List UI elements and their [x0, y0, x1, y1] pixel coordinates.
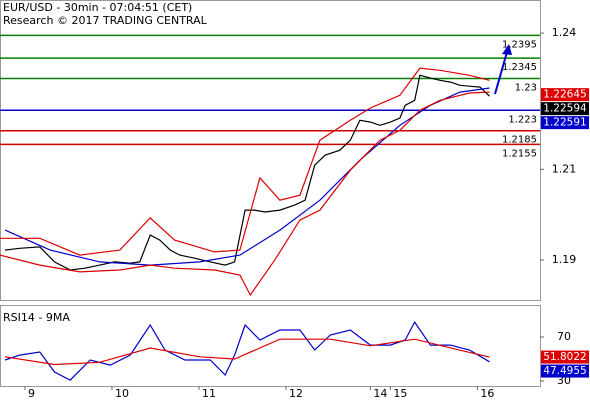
series-line — [4, 74, 490, 271]
x-tick-label: 15 — [393, 387, 407, 400]
rsi-title: RSI14 - 9MA — [3, 311, 70, 324]
level-label: 1.23 — [515, 83, 537, 94]
price-box-label: 1.22594 — [543, 103, 587, 115]
price-panel — [0, 0, 541, 301]
forecast-arrow — [494, 51, 508, 95]
x-tick-label: 10 — [115, 387, 129, 400]
y-tick-label: 1.24 — [552, 26, 577, 39]
x-tick-label: 9 — [28, 387, 35, 400]
series-line — [4, 320, 490, 381]
price-box — [541, 102, 589, 116]
x-tick-label: 12 — [289, 387, 303, 400]
forecast-arrow-head — [502, 44, 512, 55]
price-box — [541, 350, 589, 364]
x-tick-label: 14 — [373, 387, 387, 400]
level-label: 1.223 — [508, 114, 537, 125]
series-line — [4, 87, 490, 266]
price-box-label: 1.22645 — [543, 89, 586, 101]
series-line — [4, 338, 490, 366]
y-tick-label: 70 — [557, 330, 571, 343]
series-line — [0, 91, 490, 297]
x-tick-label: 16 — [480, 387, 494, 400]
price-box — [541, 364, 589, 378]
x-tick-label: 11 — [202, 387, 216, 400]
price-box-label: 51.8022 — [543, 351, 586, 363]
chart-title: EUR/USD - 30min - 07:04:51 (CET) — [3, 1, 192, 14]
level-label: 1.2395 — [502, 39, 537, 50]
rsi-panel — [0, 305, 541, 387]
price-box — [541, 116, 589, 130]
level-label: 1.2185 — [502, 135, 537, 146]
price-box-label: 47.4955 — [543, 365, 586, 377]
level-label: 1.2345 — [502, 62, 537, 73]
series-line — [0, 67, 490, 256]
price-box — [541, 88, 589, 102]
credit: Research © 2017 TRADING CENTRAL — [3, 14, 208, 27]
y-tick-label: 1.19 — [552, 253, 577, 266]
price-box-label: 1.22591 — [543, 117, 586, 129]
level-label: 1.2155 — [502, 148, 537, 159]
y-tick-label: 1.21 — [552, 162, 577, 175]
